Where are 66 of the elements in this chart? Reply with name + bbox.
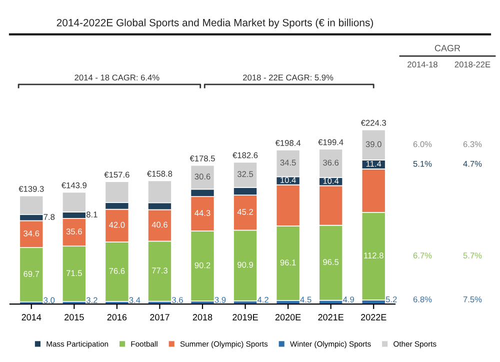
chart-title: 2014-2022E Global Sports and Media Market by Sports (€ in billions) — [56, 18, 374, 28]
data-label: 36.6 — [323, 160, 339, 166]
data-label: 3.4 — [129, 297, 140, 304]
data-label: 8.1 — [86, 212, 98, 218]
data-label: 3.9 — [214, 296, 226, 303]
x-tick-label: 2020E — [275, 314, 301, 320]
text: 6.7% — [413, 252, 432, 258]
data-label: 40.6 — [152, 222, 168, 228]
data-label: 34.5 — [280, 160, 296, 166]
data-label: 10.4 — [280, 177, 296, 183]
data-label: 30.6 — [194, 174, 210, 180]
data-label: 5.2 — [386, 296, 397, 302]
total-label: €157.6 — [104, 172, 130, 178]
data-label: 35.6 — [66, 228, 82, 234]
total-label: €178.5 — [190, 155, 215, 162]
data-label: 96.1 — [280, 260, 296, 266]
data-label: 11.4 — [366, 160, 382, 167]
x-tick-label: 2018 — [192, 314, 212, 320]
text: 4.7% — [463, 160, 482, 167]
data-label: 10.4 — [323, 178, 339, 184]
text: 5.1% — [413, 160, 432, 167]
data-label: 3.6 — [172, 297, 183, 303]
data-label: 34.6 — [24, 230, 40, 236]
data-label: 3.0 — [44, 297, 55, 304]
total-label: €199.4 — [318, 139, 344, 146]
text: 2014-18 — [408, 61, 438, 68]
total-label: €224.3 — [360, 120, 386, 126]
x-tick-label: 2014 — [22, 314, 42, 320]
data-label: 44.3 — [194, 210, 210, 216]
x-tick-label: 2019E — [232, 314, 258, 320]
data-label: 69.7 — [24, 271, 40, 277]
data-label: 39.0 — [366, 141, 382, 148]
x-tick-label: 2022E — [361, 314, 386, 320]
data-label: 4.5 — [300, 296, 312, 303]
total-label: €158.8 — [147, 170, 172, 177]
text: 2018-22E — [454, 61, 490, 68]
x-tick-label: 2021E — [318, 314, 344, 320]
text: 2018 - 22E CAGR: 5.9% — [243, 74, 334, 80]
total-label: €198.4 — [275, 140, 301, 146]
data-label: 45.2 — [237, 208, 253, 215]
data-label: 112.8 — [364, 252, 384, 258]
text: 6.8% — [413, 296, 432, 302]
data-label: 76.6 — [109, 268, 125, 274]
data-label: 77.3 — [152, 268, 168, 274]
x-tick-label: 2016 — [107, 314, 127, 320]
data-label: 7.8 — [44, 214, 55, 220]
x-tick-label: 2017 — [150, 314, 170, 320]
total-label: €143.9 — [61, 182, 87, 188]
data-label: 71.5 — [66, 270, 82, 276]
x-tick-label: 2015 — [64, 314, 84, 320]
data-label: 32.5 — [237, 171, 254, 178]
data-label: 4.2 — [257, 296, 268, 303]
total-label: €182.6 — [232, 152, 258, 158]
text: CAGR — [434, 44, 460, 52]
text: 5.7% — [463, 252, 482, 258]
data-label: 96.5 — [323, 259, 339, 266]
data-label: 90.2 — [194, 262, 210, 268]
data-label: 4.9 — [343, 296, 354, 302]
data-label: 3.2 — [86, 297, 98, 304]
data-label: 42.0 — [109, 222, 125, 228]
text: 2014 - 18 CAGR: 6.4% — [74, 74, 160, 80]
total-label: €139.3 — [18, 186, 44, 192]
text: 6.3% — [463, 141, 482, 148]
text: 6.0% — [413, 141, 432, 148]
data-label: 90.9 — [238, 262, 253, 268]
text: 7.5% — [463, 296, 482, 302]
